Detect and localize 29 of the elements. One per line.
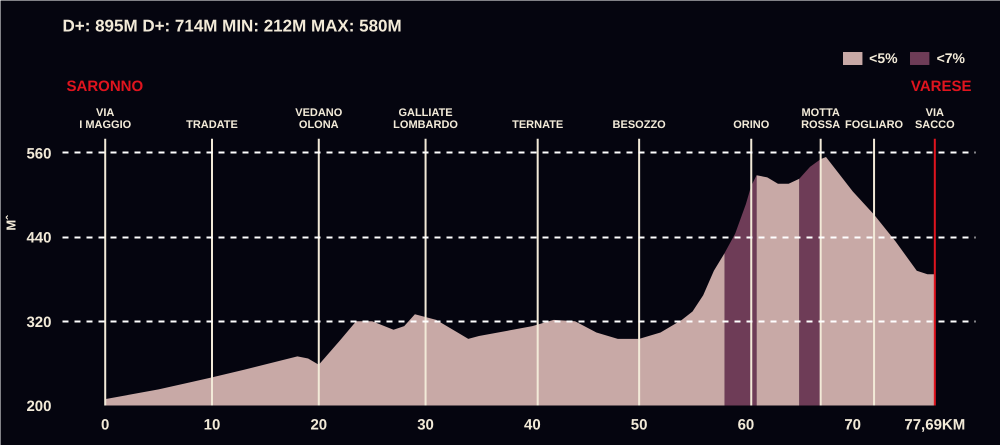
y-tick-label: 320: [26, 314, 52, 331]
x-tick-label: 77,69KM: [904, 416, 966, 434]
y-tick-label: 560: [26, 145, 52, 162]
x-tick-label: 70: [844, 416, 862, 434]
x-tick-label: 20: [310, 416, 328, 434]
chart-title: D+: 895M D+: 714M MIN: 212M MAX: 580M: [62, 16, 402, 36]
x-tick-label: 30: [417, 416, 434, 434]
ref-line-label: MOTTA ROSSA: [801, 106, 840, 131]
ref-line-label: VEDANO OLONA: [295, 106, 343, 131]
legend-label: <5%: [869, 50, 898, 66]
x-tick-label: 0: [101, 416, 110, 434]
annotation: SARONNO: [66, 78, 144, 95]
x-tick-label: 40: [524, 416, 541, 434]
x-tick-label: 50: [630, 416, 648, 434]
y-tick-label: 200: [26, 398, 52, 415]
ref-line-label: TRADATE: [186, 118, 238, 131]
annotation: VARESE: [910, 78, 972, 95]
y-axis-title: Mˆ: [3, 214, 18, 231]
x-tick-label: 10: [204, 416, 220, 434]
ref-line-label: BESOZZO: [612, 118, 666, 131]
ref-line-label: VIA SACCO: [914, 106, 956, 131]
ref-line-label: FOGLIARO: [845, 118, 904, 131]
ref-line-label: ORINO: [733, 118, 770, 131]
x-tick-label: 60: [738, 416, 754, 434]
ref-line-label: GALLIATE LOMBARDO: [393, 106, 458, 131]
y-tick-label: 440: [26, 230, 52, 247]
legend-label: <7%: [936, 50, 965, 66]
ref-line-label: TERNATE: [512, 118, 564, 131]
ref-line-label: VIA I MAGGIO: [79, 106, 132, 131]
